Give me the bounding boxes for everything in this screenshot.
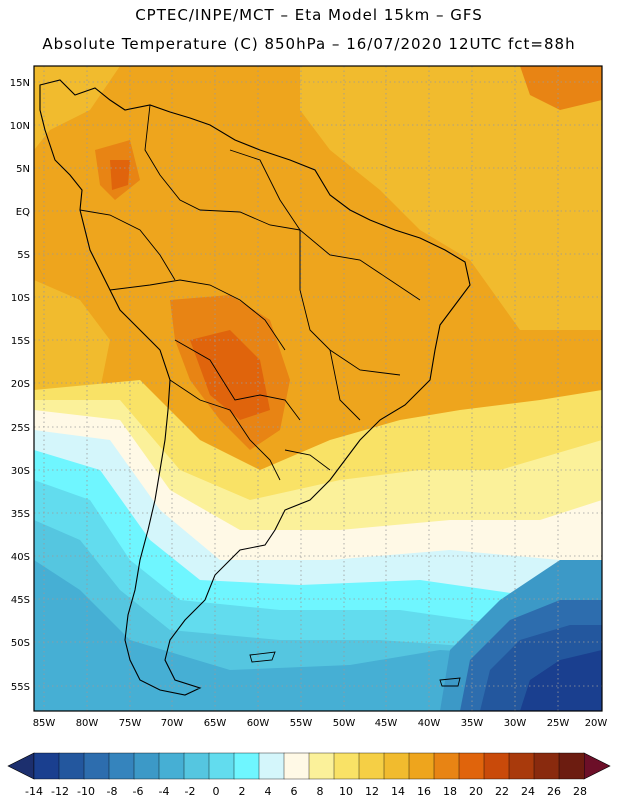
lat-label: 50S (11, 638, 30, 649)
colorbar-tick: -2 (185, 785, 196, 798)
lon-label: 20W (585, 718, 608, 729)
map-frame (33, 65, 603, 712)
map-title-line2: Absolute Temperature (C) 850hPa – 16/07/… (42, 35, 576, 53)
colorbar-tick: 24 (521, 785, 535, 798)
colorbar-swatch (33, 752, 60, 780)
colorbar-swatch (233, 752, 260, 780)
colorbar-tick: 0 (213, 785, 220, 798)
colorbar-swatch (258, 752, 285, 780)
colorbar-max-arrow (583, 752, 611, 780)
lon-label: 25W (547, 718, 570, 729)
colorbar: -14 -12 -10 -8 -6 -4 -2 0 2 4 6 8 10 12 … (7, 752, 611, 798)
colorbar-swatch (483, 752, 510, 780)
lon-label: 70W (161, 718, 184, 729)
colorbar-swatch (358, 752, 385, 780)
colorbar-swatch (433, 752, 460, 780)
colorbar-tick: 20 (469, 785, 483, 798)
lat-label: 25S (11, 423, 30, 434)
colorbar-tick: 22 (495, 785, 509, 798)
lon-label: 65W (204, 718, 227, 729)
lat-label: 40S (11, 552, 30, 563)
colorbar-swatch (83, 752, 110, 780)
colorbar-tick: -6 (133, 785, 144, 798)
colorbar-swatch (408, 752, 435, 780)
colorbar-tick: 10 (339, 785, 353, 798)
lon-label: 85W (33, 718, 56, 729)
colorbar-tick: 18 (443, 785, 457, 798)
country-borders (79, 104, 421, 481)
colorbar-swatch (558, 752, 585, 780)
temperature-field (34, 66, 602, 711)
colorbar-tick: -12 (51, 785, 69, 798)
map-title-line1: CPTEC/INPE/MCT – Eta Model 15km – GFS (135, 6, 483, 24)
lon-label: 50W (333, 718, 356, 729)
lon-label: 35W (461, 718, 484, 729)
colorbar-swatch (533, 752, 560, 780)
lat-label: 5N (16, 164, 30, 175)
lat-label: 10N (10, 121, 30, 132)
lat-label: 10S (11, 293, 30, 304)
lat-label: 30S (11, 466, 30, 477)
colorbar-tick: -4 (159, 785, 170, 798)
colorbar-tick: 4 (265, 785, 272, 798)
colorbar-tick: 26 (547, 785, 561, 798)
lon-label: 30W (504, 718, 527, 729)
lon-label: 55W (290, 718, 313, 729)
lat-label: 20S (11, 379, 30, 390)
colorbar-tick: -14 (25, 785, 43, 798)
south-america-coastline (39, 79, 471, 696)
lon-label: 75W (119, 718, 142, 729)
colorbar-min-arrow (7, 752, 35, 780)
graticule (34, 66, 602, 711)
colorbar-tick: 2 (239, 785, 246, 798)
lat-label: 15N (10, 78, 30, 89)
lat-label: 15S (11, 336, 30, 347)
colorbar-swatch (308, 752, 335, 780)
lon-label: 45W (375, 718, 398, 729)
lon-label: 80W (76, 718, 99, 729)
lat-label: 35S (11, 509, 30, 520)
lon-label: 60W (247, 718, 270, 729)
colorbar-tick: -10 (77, 785, 95, 798)
colorbar-swatch (108, 752, 135, 780)
colorbar-swatch (283, 752, 310, 780)
colorbar-swatch (183, 752, 210, 780)
colorbar-swatch (508, 752, 535, 780)
colorbar-tick: 28 (573, 785, 587, 798)
lat-label: 45S (11, 595, 30, 606)
colorbar-tick: 8 (317, 785, 324, 798)
colorbar-swatch (458, 752, 485, 780)
colorbar-tick: 14 (391, 785, 405, 798)
colorbar-swatch (158, 752, 185, 780)
colorbar-swatch (333, 752, 360, 780)
colorbar-swatch (383, 752, 410, 780)
colorbar-swatch (133, 752, 160, 780)
lat-label: 55S (11, 682, 30, 693)
lat-label: EQ (16, 207, 30, 218)
colorbar-tick: 16 (417, 785, 431, 798)
colorbar-tick: 6 (291, 785, 298, 798)
colorbar-tick: -8 (107, 785, 118, 798)
lat-label: 5S (17, 250, 30, 261)
colorbar-swatch (208, 752, 235, 780)
colorbar-swatch (58, 752, 85, 780)
lon-label: 40W (418, 718, 441, 729)
colorbar-tick: 12 (365, 785, 379, 798)
